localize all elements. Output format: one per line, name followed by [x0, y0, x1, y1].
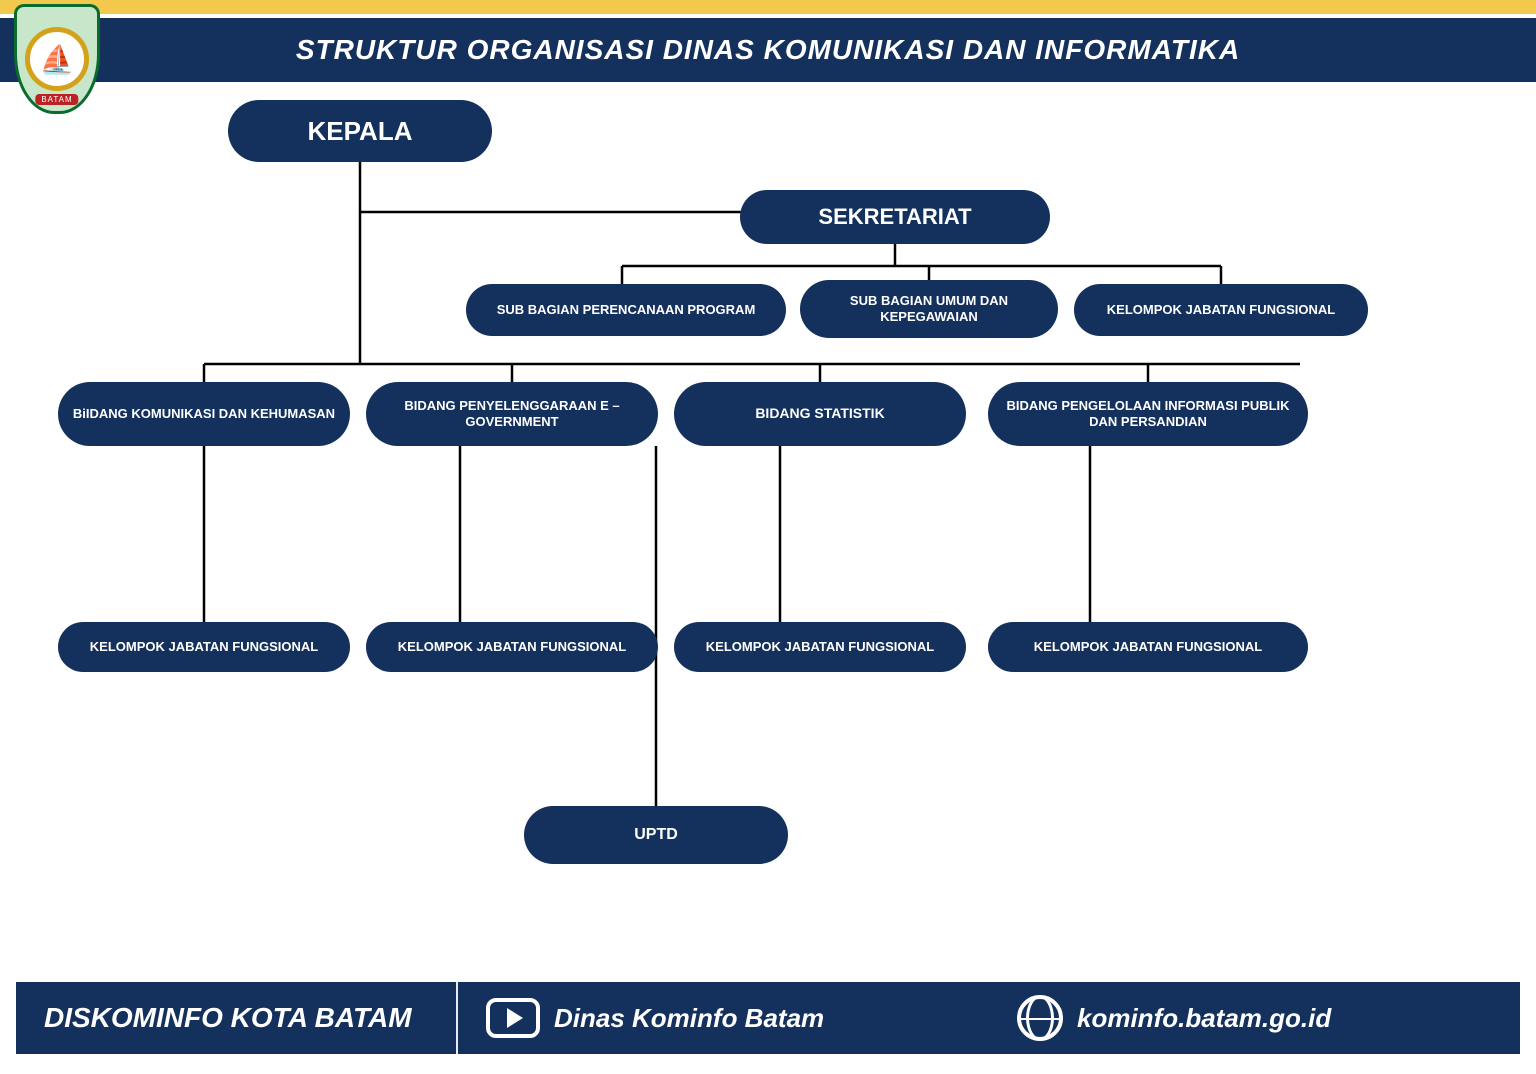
- footer-website: kominfo.batam.go.id: [989, 982, 1520, 1054]
- node-uptd: UPTD: [524, 806, 788, 864]
- title-bar: STRUKTUR ORGANISASI DINAS KOMUNIKASI DAN…: [0, 18, 1536, 82]
- node-kjf4: KELOMPOK JABATAN FUNGSIONAL: [988, 622, 1308, 672]
- node-bid1: BiIDANG KOMUNIKASI DAN KEHUMASAN: [58, 382, 350, 446]
- play-icon: [486, 998, 540, 1038]
- node-bid3: BIDANG STATISTIK: [674, 382, 966, 446]
- footer-youtube: Dinas Kominfo Batam: [458, 982, 989, 1054]
- footer-org: DISKOMINFO KOTA BATAM: [16, 982, 456, 1054]
- node-sub3: KELOMPOK JABATAN FUNGSIONAL: [1074, 284, 1368, 336]
- node-kepala: KEPALA: [228, 100, 492, 162]
- node-kjf1: KELOMPOK JABATAN FUNGSIONAL: [58, 622, 350, 672]
- org-chart: KEPALA SEKRETARIAT SUB BAGIAN PERENCANAAN …: [0, 82, 1536, 978]
- globe-icon: [1017, 995, 1063, 1041]
- node-kjf2: KELOMPOK JABATAN FUNGSIONAL: [366, 622, 658, 672]
- node-sub2: SUB BAGIAN UMUM DAN KEPEGAWAIAN: [800, 280, 1058, 338]
- footer-divider: [456, 982, 458, 1054]
- node-bid2: BIDANG PENYELENGGARAAN E – GOVERNMENT: [366, 382, 658, 446]
- page-title: STRUKTUR ORGANISASI DINAS KOMUNIKASI DAN…: [296, 34, 1240, 66]
- node-kjf3: KELOMPOK JABATAN FUNGSIONAL: [674, 622, 966, 672]
- node-sekret: SEKRETARIAT: [740, 190, 1050, 244]
- accent-bar: [0, 0, 1536, 14]
- footer-bar: DISKOMINFO KOTA BATAM Dinas Kominfo Bata…: [16, 982, 1520, 1054]
- node-sub1: SUB BAGIAN PERENCANAAN PROGRAM: [466, 284, 786, 336]
- node-bid4: BIDANG PENGELOLAAN INFORMASI PUBLIK DAN …: [988, 382, 1308, 446]
